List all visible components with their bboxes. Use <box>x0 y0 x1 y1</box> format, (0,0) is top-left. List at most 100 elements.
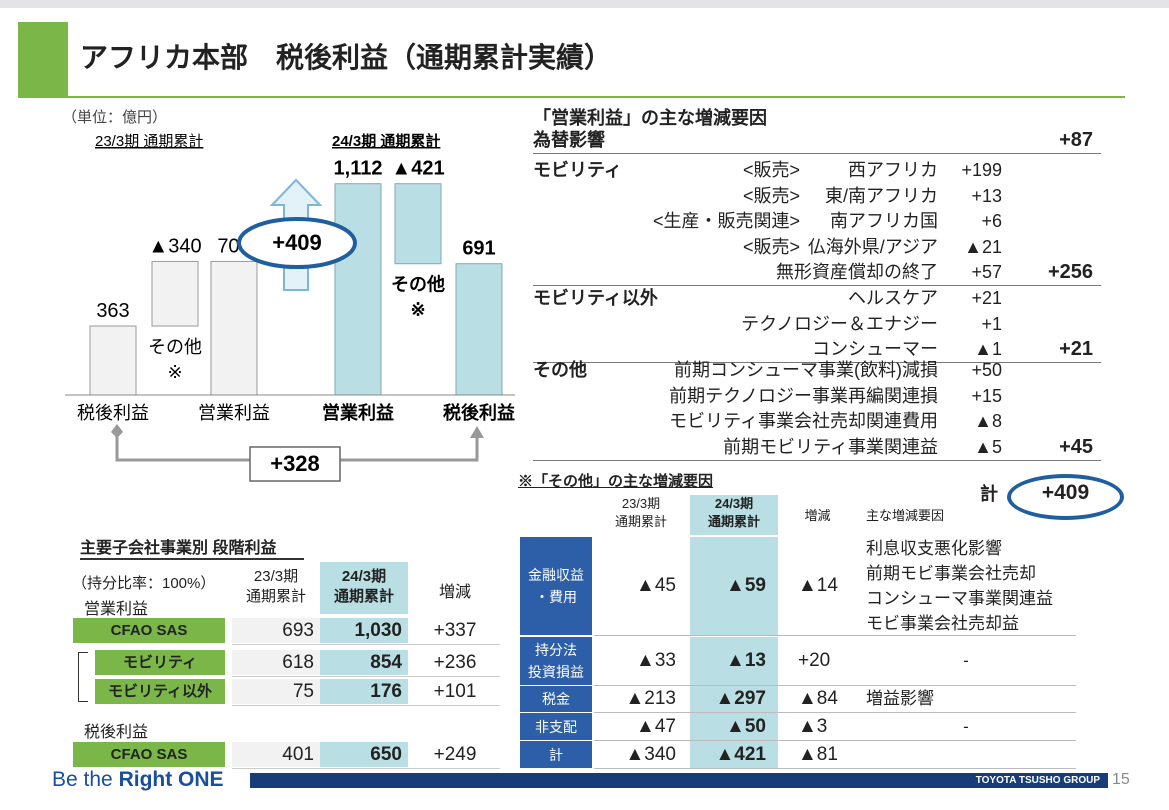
top-strip <box>0 0 1169 8</box>
factor: コンシューマ事業関連益 <box>866 589 1053 608</box>
item-name: 仏海外県/アジア <box>807 236 938 257</box>
item-value: ▲8 <box>974 411 1002 431</box>
factor: 増益影響 <box>866 689 934 708</box>
sub-title: 主要子会社事業別 段階利益 <box>80 534 305 560</box>
cell: +20 <box>798 650 831 671</box>
cell: ▲340 <box>625 743 676 765</box>
cell: ▲47 <box>636 715 676 737</box>
header-cell: 増減 <box>804 508 831 523</box>
row-label: 非支配 <box>520 713 592 740</box>
cell: ▲421 <box>690 741 778 768</box>
slogan-part: Right ONE <box>118 768 224 791</box>
section-name: その他 <box>533 360 587 380</box>
total-ellipse <box>1007 474 1124 520</box>
diff-ellipse <box>237 217 357 269</box>
row-label: CFAO SAS <box>73 742 225 767</box>
cell: ▲59 <box>690 537 778 635</box>
header-cell: 24/3期 通期累計 <box>320 562 408 614</box>
section-rule <box>533 285 1101 286</box>
row-rule <box>594 635 1076 636</box>
title-accent <box>18 22 68 98</box>
item-name: 無形資産償却の終了 <box>776 262 938 282</box>
section-name: モビリティ <box>533 160 622 180</box>
row-label: 計 <box>520 741 592 768</box>
bar <box>210 260 258 396</box>
factor: 前期モビ事業会社売却 <box>866 564 1036 583</box>
sub-note: （持分比率：100%） <box>72 575 216 592</box>
category-label: 営業利益 <box>198 403 270 423</box>
row-label: 税金 <box>520 686 592 712</box>
category-label: 営業利益 <box>322 402 394 423</box>
cell: ▲81 <box>798 743 838 765</box>
cell: 693 <box>232 618 320 643</box>
item-name: 東/南アフリカ <box>824 185 938 206</box>
cell: 1,030 <box>320 618 408 643</box>
item-name: 前期モビリティ事業関連益 <box>723 436 938 457</box>
item-name: 西アフリカ <box>848 160 938 180</box>
row-label: 金融収益 ・費用 <box>520 537 592 635</box>
title-rule <box>68 96 1125 98</box>
cell: ▲45 <box>636 575 676 596</box>
item-name: モビリティ事業会社売却関連費用 <box>669 411 938 431</box>
group-name: 営業利益 <box>84 601 149 618</box>
header-cell: 23/3期 通期累計 <box>245 568 306 605</box>
factor: - <box>963 651 969 670</box>
section-name: モビリティ以外 <box>533 288 658 308</box>
item-value: ▲1 <box>974 339 1002 359</box>
cell: 176 <box>320 679 408 704</box>
section-total: +256 <box>1047 261 1093 283</box>
total-label: 計 <box>980 484 998 504</box>
cell: 618 <box>232 650 320 675</box>
row-label: モビリティ <box>95 650 225 675</box>
item-name: 前期コンシューマ事業(飲料)減損 <box>674 360 938 380</box>
section-total: +21 <box>1059 338 1093 360</box>
item-tag: <生産・販売関連> <box>652 211 800 231</box>
cell: ▲84 <box>798 688 838 709</box>
cell: ▲33 <box>636 650 676 671</box>
item-tag: <販売> <box>742 236 800 257</box>
row-rule <box>232 768 500 769</box>
cell: ▲3 <box>798 715 828 737</box>
bar <box>455 263 503 396</box>
unit-label: （単位：億円） <box>62 109 167 126</box>
row-rule <box>232 705 500 706</box>
item-value: +21 <box>971 288 1002 308</box>
cell: ▲50 <box>690 713 778 740</box>
category-label: 税後利益 <box>443 402 515 423</box>
category-label: 税後利益 <box>77 403 149 423</box>
row-rule <box>594 712 1076 713</box>
section-name: 為替影響 <box>533 130 605 150</box>
factors-title: 「営業利益」の主な増減要因 <box>533 108 767 128</box>
header-cell: 24/3期 通期累計 <box>690 495 778 535</box>
bar <box>89 325 137 396</box>
category-label: その他※ <box>148 337 202 382</box>
item-value: +13 <box>971 185 1002 206</box>
section-total: +87 <box>1059 129 1093 151</box>
value-label: 691 <box>462 238 495 260</box>
section-rule <box>533 362 1101 363</box>
diff-operating: +409 <box>272 230 322 255</box>
item-value: +15 <box>971 385 1002 406</box>
bracket <box>78 652 88 702</box>
row-rule <box>232 676 500 677</box>
value-label: ▲421 <box>391 158 444 180</box>
cell: +249 <box>433 744 477 765</box>
item-name: テクノロジー＆エナジー <box>741 313 938 334</box>
factor: モビ事業会社売却益 <box>866 614 1019 633</box>
factor: - <box>963 716 969 736</box>
item-value: +57 <box>971 262 1002 282</box>
factor: 利息収支悪化影響 <box>866 539 1002 558</box>
header-cell: 主な増減要因 <box>866 508 945 523</box>
row-rule <box>594 685 1076 686</box>
group-name: 税後利益 <box>84 724 149 741</box>
item-name: コンシューマー <box>812 339 938 359</box>
section-rule <box>533 459 1101 461</box>
cell: ▲213 <box>625 688 676 709</box>
cell: +101 <box>433 681 477 702</box>
total-value: +409 <box>1041 481 1090 504</box>
item-value: +1 <box>981 313 1002 334</box>
row-label: モビリティ以外 <box>95 679 225 704</box>
cell: +236 <box>433 652 477 673</box>
footer-band <box>250 773 1108 788</box>
item-value: ▲5 <box>974 436 1002 457</box>
